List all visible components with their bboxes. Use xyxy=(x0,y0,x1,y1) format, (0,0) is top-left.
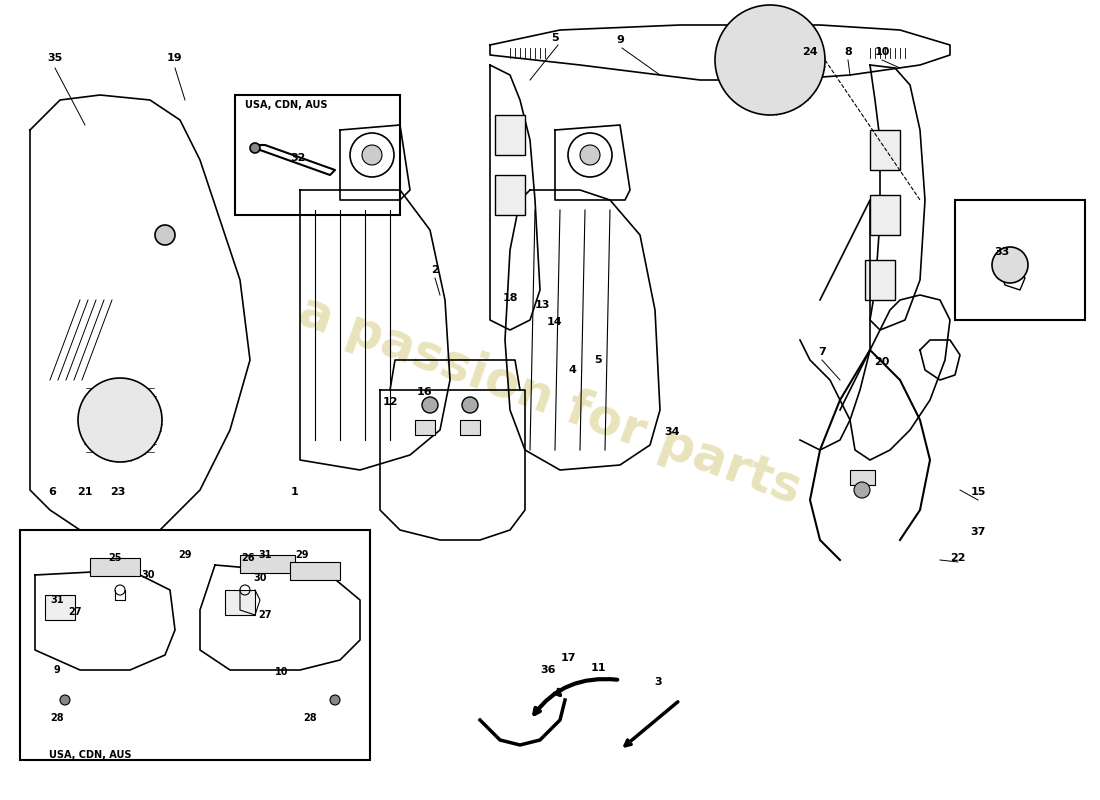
Bar xyxy=(955,200,1085,320)
Text: 1: 1 xyxy=(292,487,299,497)
Circle shape xyxy=(715,5,825,115)
Text: 29: 29 xyxy=(295,550,309,560)
Text: 34: 34 xyxy=(664,427,680,437)
Bar xyxy=(240,555,295,573)
Bar xyxy=(415,420,434,435)
Text: 20: 20 xyxy=(874,357,890,367)
Circle shape xyxy=(462,397,478,413)
Text: 28: 28 xyxy=(304,713,317,723)
Text: 30: 30 xyxy=(253,573,266,583)
Text: 2: 2 xyxy=(431,265,439,275)
Text: 5: 5 xyxy=(551,33,559,43)
Text: 32: 32 xyxy=(290,153,306,163)
Text: 24: 24 xyxy=(802,47,817,57)
Text: 8: 8 xyxy=(844,47,851,57)
Text: 3: 3 xyxy=(654,677,662,687)
Text: 18: 18 xyxy=(503,293,518,303)
Circle shape xyxy=(330,695,340,705)
Text: 10: 10 xyxy=(275,667,288,677)
Text: 31: 31 xyxy=(51,595,64,605)
Circle shape xyxy=(60,695,70,705)
Bar xyxy=(495,115,525,155)
Text: 16: 16 xyxy=(417,387,432,397)
Text: 33: 33 xyxy=(994,247,1010,257)
Text: 10: 10 xyxy=(874,47,890,57)
Text: 35: 35 xyxy=(47,53,63,63)
Circle shape xyxy=(250,143,260,153)
Text: 12: 12 xyxy=(383,397,398,407)
Circle shape xyxy=(422,397,438,413)
Bar xyxy=(235,95,400,215)
Circle shape xyxy=(854,482,870,498)
Text: 11: 11 xyxy=(591,663,606,673)
Bar xyxy=(290,562,340,580)
Circle shape xyxy=(78,378,162,462)
Circle shape xyxy=(155,225,175,245)
Text: 30: 30 xyxy=(141,570,155,580)
Text: 15: 15 xyxy=(970,487,986,497)
Text: 9: 9 xyxy=(54,665,60,675)
Bar xyxy=(870,130,900,170)
Bar xyxy=(45,595,75,620)
Text: a passion for parts: a passion for parts xyxy=(293,286,807,514)
Circle shape xyxy=(362,145,382,165)
Bar xyxy=(850,470,875,485)
Text: 6: 6 xyxy=(48,487,56,497)
Text: 4: 4 xyxy=(568,365,576,375)
Text: 26: 26 xyxy=(241,553,255,563)
Text: 7: 7 xyxy=(818,347,826,357)
Text: 27: 27 xyxy=(258,610,272,620)
Bar xyxy=(865,260,895,300)
Bar xyxy=(20,530,370,760)
Bar xyxy=(495,175,525,215)
Text: 23: 23 xyxy=(110,487,125,497)
Circle shape xyxy=(992,247,1028,283)
Text: 14: 14 xyxy=(547,317,563,327)
Text: USA, CDN, AUS: USA, CDN, AUS xyxy=(48,750,131,760)
Text: 37: 37 xyxy=(970,527,986,537)
Bar xyxy=(226,590,255,615)
Text: 22: 22 xyxy=(950,553,966,563)
Bar xyxy=(90,558,140,576)
Text: 21: 21 xyxy=(77,487,92,497)
Text: 5: 5 xyxy=(594,355,602,365)
Bar xyxy=(460,420,480,435)
Text: 36: 36 xyxy=(540,665,556,675)
Text: 19: 19 xyxy=(167,53,183,63)
Text: 27: 27 xyxy=(68,607,81,617)
Text: 9: 9 xyxy=(616,35,624,45)
Text: 25: 25 xyxy=(108,553,122,563)
Text: 31: 31 xyxy=(258,550,272,560)
Text: 28: 28 xyxy=(51,713,64,723)
Text: 13: 13 xyxy=(535,300,550,310)
Text: USA, CDN, AUS: USA, CDN, AUS xyxy=(245,100,328,110)
Text: 29: 29 xyxy=(178,550,191,560)
Bar xyxy=(870,195,900,235)
Text: 17: 17 xyxy=(560,653,575,663)
Circle shape xyxy=(580,145,600,165)
